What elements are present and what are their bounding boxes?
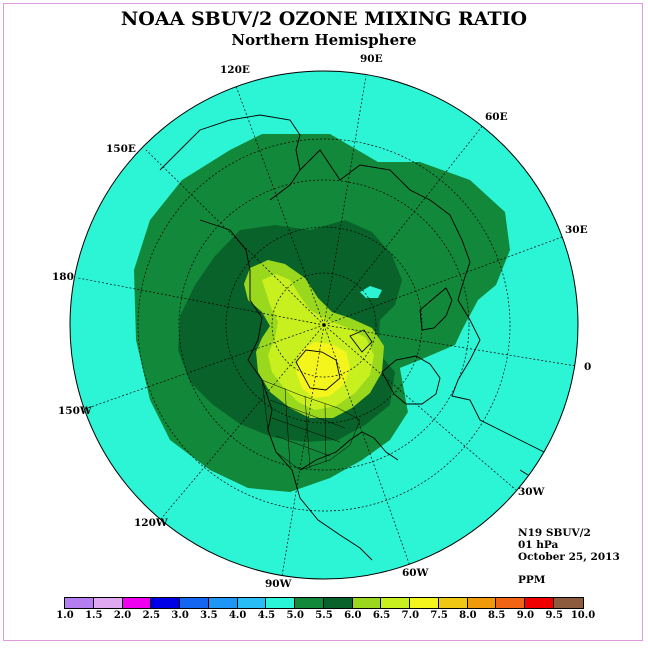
meridian-150w: [87, 324, 325, 409]
lon-label-90w: 90W: [265, 578, 292, 590]
map-boundary: [69, 70, 579, 580]
units-label: PPM: [518, 574, 546, 586]
colorbar-tick-label: 8.0: [459, 610, 477, 621]
instrument-label: N19 SBUV/2: [518, 527, 591, 539]
lon-label-30e: 30E: [565, 224, 588, 236]
meridian-60w: [323, 324, 411, 567]
lon-label-0: 0: [584, 361, 591, 373]
meridian-0: [323, 324, 577, 367]
lon-label-60e: 60E: [485, 111, 508, 123]
meridian-180: [77, 277, 325, 326]
lon-label-120w: 120W: [134, 517, 168, 529]
colorbar-segment: [122, 598, 152, 608]
date-label: October 25, 2013: [518, 551, 620, 563]
colorbar-segment: [467, 598, 497, 608]
coast-east-asia: [159, 114, 301, 300]
lon-label-120e: 120E: [220, 64, 250, 76]
colorbar-tick-label: 2.5: [142, 610, 161, 621]
lon-label-180: 180: [52, 271, 74, 283]
colorbar-segment: [208, 598, 238, 608]
colorbar-segment: [554, 598, 583, 608]
us-state-grid: [261, 379, 361, 471]
lon-label-30w: 30W: [518, 486, 545, 498]
pressure-level-label: 01 hPa: [518, 539, 559, 551]
colorbar-tick-label: 1.0: [56, 610, 74, 621]
colorbar-tick-label: 5.5: [315, 610, 333, 621]
meridian-90w: [281, 324, 325, 577]
lon-label-60w: 60W: [402, 567, 429, 579]
colorbar-tick-label: 8.5: [487, 610, 506, 621]
colorbar-tick-label: 10.0: [570, 610, 596, 621]
meridian-120w: [159, 324, 325, 521]
coastlines: [159, 114, 567, 561]
arctic-cyan-patch: [360, 286, 382, 298]
colorbar-segment: [323, 598, 353, 608]
coast-eurasia: [269, 149, 561, 461]
lat-circle-30n: [137, 138, 511, 512]
map-subtitle: Northern Hemisphere: [231, 31, 417, 49]
colorbar-tick-label: 7.0: [401, 610, 420, 621]
colorbar-segment: [295, 598, 324, 608]
colorbar-tick-label: 3.0: [171, 610, 189, 621]
colorbar-tick-label: 6.5: [372, 610, 391, 621]
atlantic-low-region: [400, 340, 578, 540]
lat-circle-60n: [225, 226, 423, 424]
colorbar-segment: [266, 598, 296, 608]
colorbar-segment: [151, 598, 181, 608]
ozone-field: [70, 71, 578, 579]
colorbar-tick-label: 4.5: [257, 610, 276, 621]
colorbar-tick-label: 2.0: [113, 610, 132, 621]
colorbar-tick-label: 9.5: [545, 610, 563, 621]
colorbar-segment: [438, 598, 468, 608]
colorbar-ticks: 1.0 1.5 2.0 2.5 3.0 3.5 4.0 4.5 5.0 5.5 6.0 6.5 7.0 7…: [0, 610, 648, 624]
lat-circle-45n: [178, 179, 470, 471]
colorbar-tick-label: 1.5: [85, 610, 103, 621]
graticule: [77, 75, 577, 577]
colorbar-tick-label: 5.0: [286, 610, 304, 621]
colorbar-tick-label: 9.0: [516, 610, 535, 621]
colorbar-tick-label: 6.0: [344, 610, 362, 621]
lon-label-150w: 150W: [58, 405, 92, 417]
meridian-120e: [235, 85, 325, 326]
meridian-150e: [145, 149, 325, 326]
colorbar-tick-label: 3.5: [200, 610, 218, 621]
colorbar-segment: [410, 598, 439, 608]
colorbar-segment: [180, 598, 209, 608]
map-title: NOAA SBUV/2 OZONE MIXING RATIO: [120, 8, 528, 30]
colorbar-segment: [525, 598, 555, 608]
lon-label-90e: 90E: [360, 53, 383, 65]
colorbar-segment: [237, 598, 267, 608]
meridian-60e: [323, 123, 485, 326]
colorbar-segment: [93, 598, 123, 608]
colorbar-segment: [65, 598, 94, 608]
lon-label-150e: 150E: [106, 143, 136, 155]
ozone-band-7-0: [296, 342, 350, 398]
coast-greenland: [381, 355, 441, 405]
coast-canada-archipelago: [295, 329, 373, 391]
colorbar-segment: [496, 598, 526, 608]
colorbar-segment: [352, 598, 382, 608]
coast-scandinavia: [419, 287, 453, 331]
colorbar-tick-label: 4.0: [228, 610, 247, 621]
colorbar-tick-label: 7.5: [430, 610, 448, 621]
colorbar-segment: [381, 598, 411, 608]
colorbar: [64, 597, 584, 609]
lat-circle-75n: [271, 272, 377, 378]
